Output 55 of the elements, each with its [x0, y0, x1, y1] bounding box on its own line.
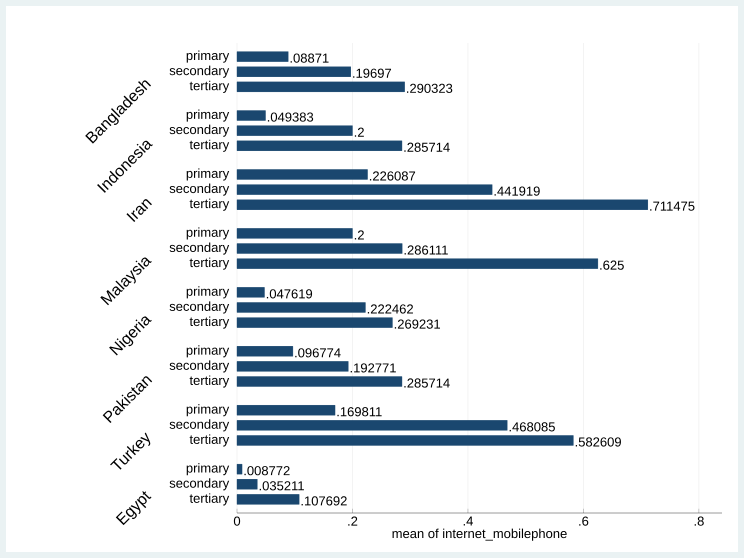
y-tick-label: secondary [170, 419, 230, 432]
data-label: .285714 [404, 142, 450, 152]
y-tick-label: secondary [170, 66, 230, 78]
data-label: .107692 [302, 496, 347, 506]
data-label: .008772 [244, 466, 290, 476]
y-tick-label: tertiary [190, 258, 230, 270]
data-label: .2 [354, 128, 364, 137]
x-tick-label: .4 [464, 516, 473, 526]
x-tick-label: .2 [348, 516, 358, 526]
y-tick-label: primary [186, 404, 230, 416]
data-label: .441919 [494, 186, 540, 196]
data-label: .192771 [350, 363, 396, 373]
y-tick-label: tertiary [190, 198, 230, 211]
y-tick-label: primary [186, 109, 230, 122]
y-tick-label: tertiary [190, 316, 230, 329]
y-tick-label: secondary [170, 360, 230, 372]
data-label: .226087 [370, 171, 416, 181]
y-tick-label: secondary [170, 124, 230, 137]
data-label: .625 [600, 260, 624, 270]
y-tick-label: tertiary [190, 80, 230, 93]
data-label: .096774 [295, 348, 341, 358]
x-axis-title: mean of internet_mobilephone [392, 528, 567, 541]
data-label: .035211 [260, 481, 304, 490]
y-tick-label: secondary [170, 301, 230, 314]
x-tick-label: 0 [234, 516, 240, 526]
y-tick-label: primary [186, 227, 230, 240]
data-label: .08871 [290, 54, 329, 63]
data-label: .222462 [368, 304, 413, 314]
y-tick-label: primary [186, 286, 230, 298]
y-tick-label: primary [186, 168, 230, 181]
data-label: .286111 [404, 245, 448, 255]
y-tick-label: primary [186, 50, 230, 63]
data-label: .047619 [266, 289, 312, 298]
y-tick-label: secondary [170, 184, 230, 196]
data-label: .711475 [650, 202, 694, 211]
data-label: .049383 [268, 112, 314, 122]
y-tick-label: tertiary [190, 375, 230, 388]
data-label: .285714 [404, 378, 450, 388]
x-tick-label: .6 [579, 516, 588, 526]
data-label: .169811 [337, 407, 382, 416]
data-label: .582609 [576, 437, 621, 447]
text: Iran [126, 199, 152, 222]
data-label: .2 [354, 230, 364, 240]
y-tick-label: primary [186, 345, 230, 358]
data-label: .19697 [353, 68, 392, 78]
y-tick-label: tertiary [190, 140, 230, 152]
y-tick-label: secondary [170, 478, 230, 490]
data-label: .269231 [394, 319, 440, 329]
y-tick-label: tertiary [190, 493, 230, 506]
y-tick-label: tertiary [190, 434, 230, 447]
data-label: .468085 [510, 422, 555, 432]
y-tick-label: primary [186, 463, 230, 476]
x-tick-label: .8 [694, 516, 704, 526]
y-tick-label: secondary [170, 242, 230, 255]
data-label: .290323 [407, 84, 452, 93]
